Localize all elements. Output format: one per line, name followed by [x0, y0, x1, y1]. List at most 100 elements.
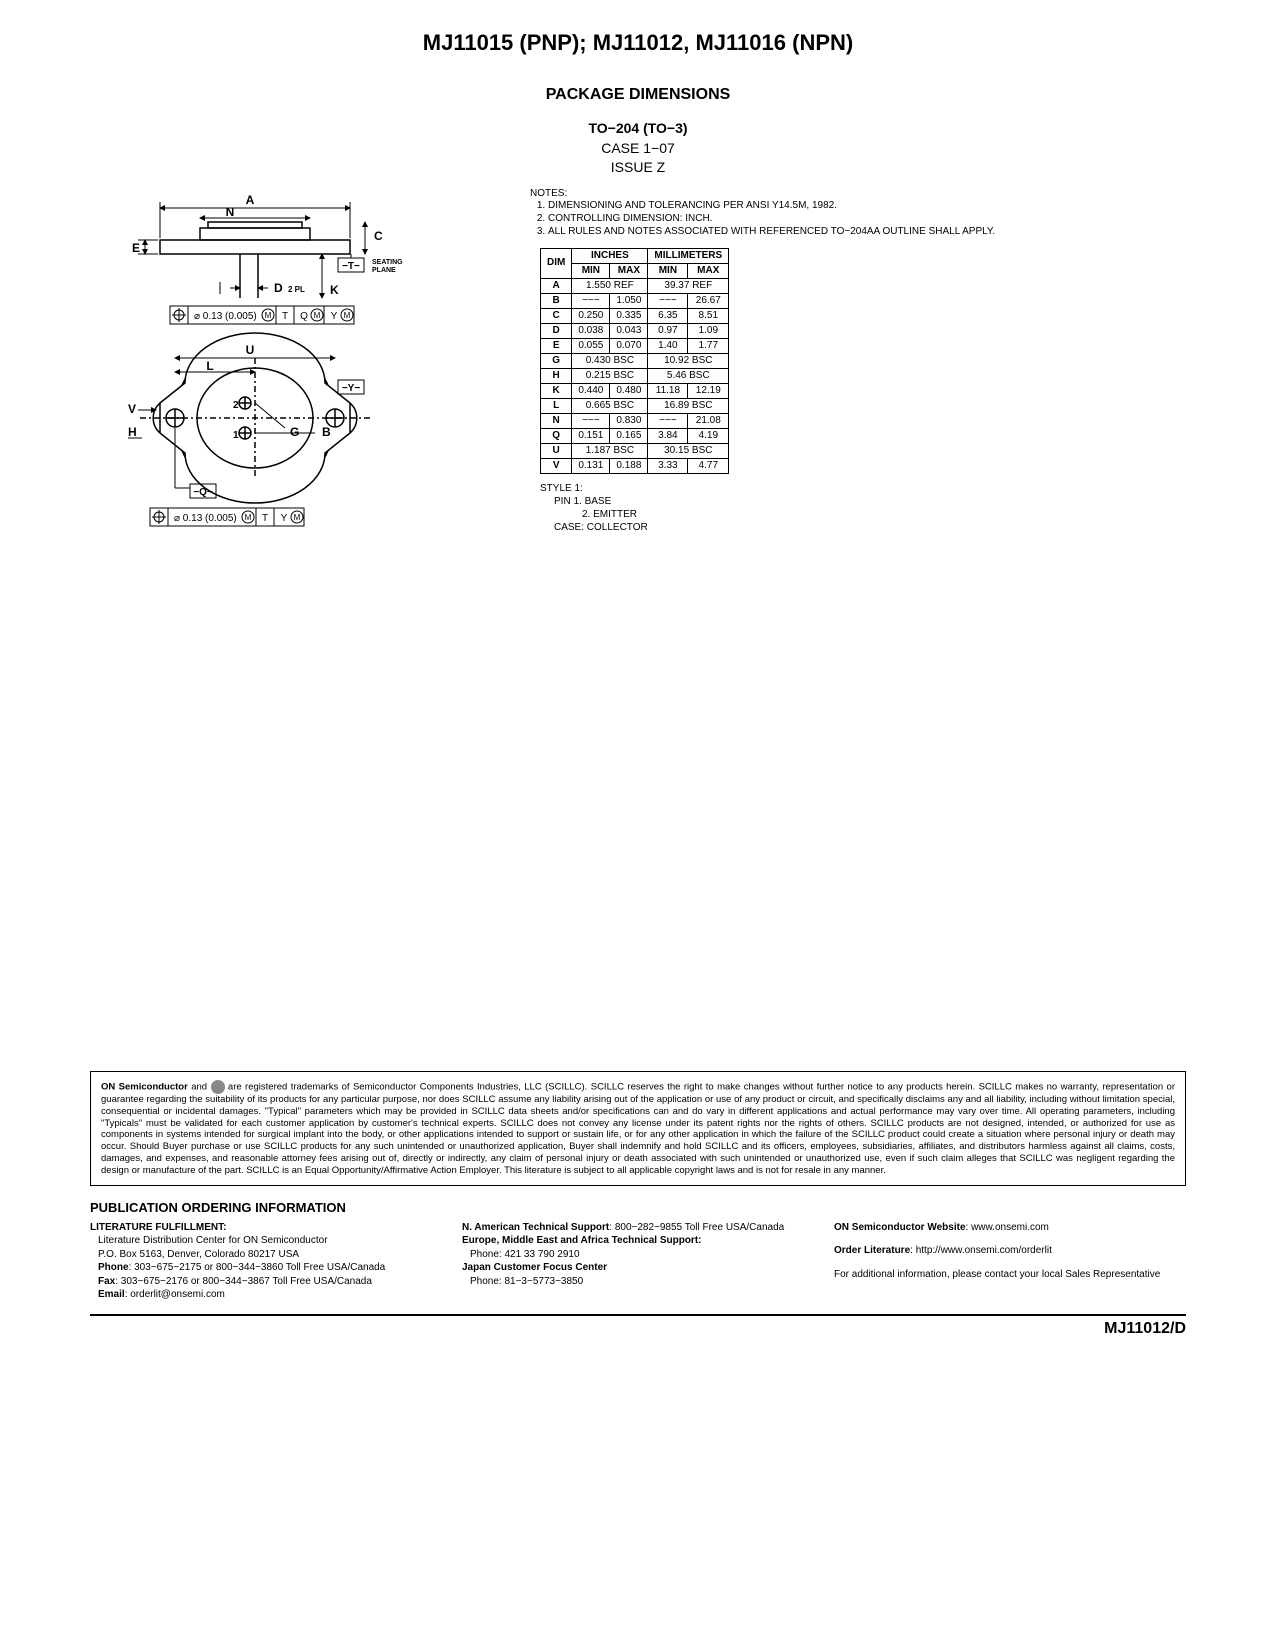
svg-text:D: D — [274, 281, 283, 295]
style-title: STYLE 1: — [540, 482, 1186, 495]
lit-l2: P.O. Box 5163, Denver, Colorado 80217 US… — [98, 1248, 442, 1262]
table-row: B−−−1.050−−−26.67 — [541, 293, 729, 308]
dim-cell: −−− — [648, 413, 688, 428]
dim-cell: 0.151 — [572, 428, 610, 443]
dim-cell: 0.665 BSC — [572, 398, 648, 413]
table-row: A1.550 REF39.37 REF — [541, 278, 729, 293]
dim-cell: U — [541, 443, 572, 458]
dim-cell: N — [541, 413, 572, 428]
svg-text:−T−: −T− — [342, 261, 360, 272]
table-row: Q0.1510.1653.844.19 — [541, 428, 729, 443]
notes-list: DIMENSIONING AND TOLERANCING PER ANSI Y1… — [548, 199, 1186, 238]
dim-cell: 1.09 — [688, 323, 729, 338]
package-line-3: ISSUE Z — [90, 158, 1186, 178]
dim-cell: 4.77 — [688, 458, 729, 473]
disclaimer-and: and — [188, 1081, 211, 1092]
dim-cell: 0.215 BSC — [572, 368, 648, 383]
svg-text:T: T — [282, 311, 288, 322]
dim-cell: 6.35 — [648, 308, 688, 323]
svg-text:U: U — [246, 343, 255, 357]
dim-cell: 0.038 — [572, 323, 610, 338]
style-pin1: PIN 1. BASE — [554, 495, 1186, 508]
th-mm: MILLIMETERS — [648, 248, 729, 263]
dim-cell: −−− — [648, 293, 688, 308]
dim-cell: B — [541, 293, 572, 308]
lit-l1: Literature Distribution Center for ON Se… — [98, 1234, 442, 1248]
lit-fax: : 303−675−2176 or 800−344−3867 Toll Free… — [115, 1276, 372, 1287]
notes-column: NOTES: DIMENSIONING AND TOLERANCING PER … — [530, 188, 1186, 571]
svg-text:M: M — [344, 311, 351, 320]
table-row: N−−−0.830−−−21.08 — [541, 413, 729, 428]
table-row: L0.665 BSC16.89 BSC — [541, 398, 729, 413]
svg-text:E: E — [132, 241, 140, 255]
th-max: MAX — [688, 263, 729, 278]
emea-support-label: Europe, Middle East and Africa Technical… — [462, 1235, 701, 1246]
contact-rep: For additional information, please conta… — [834, 1268, 1186, 1282]
dim-cell: E — [541, 338, 572, 353]
svg-text:M: M — [294, 513, 301, 522]
th-dim: DIM — [541, 248, 572, 278]
table-row: D0.0380.0430.971.09 — [541, 323, 729, 338]
note-item: DIMENSIONING AND TOLERANCING PER ANSI Y1… — [548, 199, 1186, 212]
svg-text:H: H — [128, 425, 137, 439]
pub-columns: LITERATURE FULFILLMENT: Literature Distr… — [90, 1221, 1186, 1302]
dim-cell: 0.430 BSC — [572, 353, 648, 368]
orderlit: : http://www.onsemi.com/orderlit — [910, 1245, 1052, 1256]
th-inches: INCHES — [572, 248, 648, 263]
dim-cell: G — [541, 353, 572, 368]
package-diagram: A N C E −T− SEATING PLANE K D — [90, 188, 450, 568]
svg-text:SEATING: SEATING — [372, 259, 403, 266]
svg-text:V: V — [128, 402, 136, 416]
lit-title: LITERATURE FULFILLMENT: — [90, 1222, 226, 1233]
lit-phone-label: Phone — [98, 1262, 129, 1273]
pub-heading: PUBLICATION ORDERING INFORMATION — [90, 1200, 1186, 1215]
dim-cell: 12.19 — [688, 383, 729, 398]
dim-cell: 0.440 — [572, 383, 610, 398]
japan-phone: Phone: 81−3−5773−3850 — [470, 1275, 814, 1289]
dim-cell: 0.188 — [610, 458, 648, 473]
table-row: E0.0550.0701.401.77 — [541, 338, 729, 353]
dim-cell: 4.19 — [688, 428, 729, 443]
dim-cell: L — [541, 398, 572, 413]
lit-email-label: Email — [98, 1289, 125, 1300]
table-row: G0.430 BSC10.92 BSC — [541, 353, 729, 368]
style-block: STYLE 1: PIN 1. BASE 2. EMITTER CASE: CO… — [540, 482, 1186, 534]
pub-col-1: LITERATURE FULFILLMENT: Literature Distr… — [90, 1221, 442, 1302]
dim-cell: 21.08 — [688, 413, 729, 428]
package-line-2: CASE 1−07 — [90, 139, 1186, 159]
notes-label: NOTES: — [530, 188, 1186, 199]
orderlit-label: Order Literature — [834, 1245, 910, 1256]
dim-cell: 16.89 BSC — [648, 398, 729, 413]
svg-text:K: K — [330, 283, 339, 297]
japan-label: Japan Customer Focus Center — [462, 1262, 607, 1273]
table-row: C0.2500.3356.358.51 — [541, 308, 729, 323]
style-pin2: 2. EMITTER — [582, 508, 1186, 521]
table-row: K0.4400.48011.1812.19 — [541, 383, 729, 398]
emea-phone: Phone: 421 33 790 2910 — [470, 1248, 814, 1262]
svg-text:Y: Y — [281, 513, 288, 524]
svg-text:1: 1 — [233, 430, 239, 441]
svg-text:⌀ 0.13 (0.005): ⌀ 0.13 (0.005) — [194, 311, 257, 322]
on-logo-icon — [211, 1080, 225, 1094]
dim-cell: −−− — [572, 293, 610, 308]
svg-text:N: N — [226, 205, 235, 219]
lit-fax-label: Fax — [98, 1276, 115, 1287]
dim-cell: 1.050 — [610, 293, 648, 308]
svg-text:T: T — [262, 513, 268, 524]
dim-cell: 1.550 REF — [572, 278, 648, 293]
svg-text:M: M — [314, 311, 321, 320]
th-min: MIN — [572, 263, 610, 278]
disclaimer-box: ON Semiconductor and are registered trad… — [90, 1071, 1186, 1186]
footer-part-number: MJ11012/D — [90, 1314, 1186, 1338]
dim-cell: 0.830 — [610, 413, 648, 428]
package-line-1: TO−204 (TO−3) — [90, 119, 1186, 139]
dim-cell: 26.67 — [688, 293, 729, 308]
dimension-table: DIM INCHES MILLIMETERS MIN MAX MIN MAX A… — [540, 248, 729, 474]
dim-cell: 3.33 — [648, 458, 688, 473]
dim-cell: H — [541, 368, 572, 383]
svg-text:B: B — [322, 425, 331, 439]
style-case: CASE: COLLECTOR — [554, 521, 1186, 534]
svg-text:M: M — [265, 311, 272, 320]
dim-cell: 0.055 — [572, 338, 610, 353]
diagram-column: A N C E −T− SEATING PLANE K D — [90, 188, 470, 571]
